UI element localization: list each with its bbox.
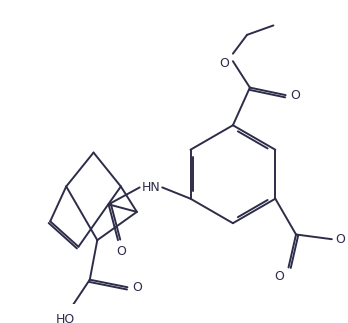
Text: O: O	[132, 281, 142, 294]
Text: O: O	[220, 57, 229, 69]
Text: HO: HO	[56, 313, 75, 323]
Text: HN: HN	[142, 181, 160, 194]
Text: O: O	[290, 89, 300, 102]
Text: O: O	[335, 233, 345, 246]
Text: O: O	[116, 245, 126, 258]
Text: O: O	[274, 270, 284, 283]
